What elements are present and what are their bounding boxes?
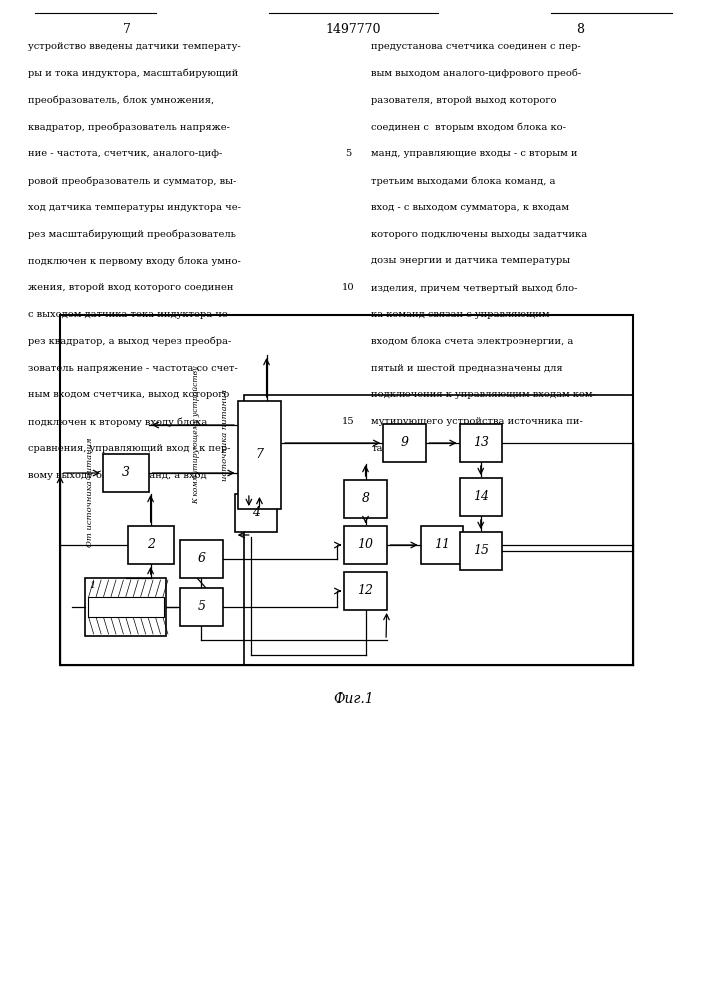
Text: подключен к второму входу блока: подключен к второму входу блока [28,417,208,427]
Text: жения, второй вход которого соединен: жения, второй вход которого соединен [28,283,234,292]
Bar [421,526,463,564]
Bar [460,424,502,462]
Text: ры и тока индуктора, масштабирующий: ры и тока индуктора, масштабирующий [28,69,239,78]
Text: 10: 10 [341,283,354,292]
Text: с выходом датчика тока индуктора че-: с выходом датчика тока индуктора че- [28,310,231,319]
Text: третьим выходами блока команд, а: третьим выходами блока команд, а [371,176,556,186]
Text: 7: 7 [255,448,264,462]
Text: вход - с выходом сумматора, к входам: вход - с выходом сумматора, к входам [371,203,569,212]
Text: мутирующего устройства источника пи-: мутирующего устройства источника пи- [371,417,583,426]
Bar [127,526,173,564]
Text: ровой преобразователь и сумматор, вы-: ровой преобразователь и сумматор, вы- [28,176,237,186]
Bar [344,572,387,610]
Text: зователь напряжение - частота со счет-: зователь напряжение - частота со счет- [28,364,238,373]
Text: ным входом счетчика, выход которого: ным входом счетчика, выход которого [28,390,230,399]
Text: 8: 8 [361,492,370,506]
Text: ход датчика температуры индуктора че-: ход датчика температуры индуктора че- [28,203,241,212]
Text: которого подключены выходы задатчика: которого подключены выходы задатчика [371,230,588,239]
Text: 11: 11 [434,538,450,552]
Text: рез масштабирующий преобразователь: рез масштабирующий преобразователь [28,230,236,239]
Text: подключения к управляющим входам ком-: подключения к управляющим входам ком- [371,390,596,399]
Bar [180,588,223,626]
Text: входом блока счета электроэнергии, а: входом блока счета электроэнергии, а [371,337,573,346]
Text: 7: 7 [123,23,132,36]
Text: квадратор, преобразователь напряже-: квадратор, преобразователь напряже- [28,122,230,132]
Text: 13: 13 [473,436,489,450]
Text: 10: 10 [358,538,373,552]
Text: 8: 8 [575,23,584,36]
Text: От источника питания: От источника питания [86,437,95,547]
Text: дозы энергии и датчика температуры: дозы энергии и датчика температуры [371,256,571,265]
Text: 5: 5 [345,149,351,158]
Text: вым выходом аналого-цифрового преоб-: вым выходом аналого-цифрового преоб- [371,69,581,78]
Text: сравнения, управляющий вход - к пер-: сравнения, управляющий вход - к пер- [28,444,230,453]
Text: устройство введены датчики температу-: устройство введены датчики температу- [28,42,241,51]
Text: Фиг.1: Фиг.1 [333,692,374,706]
Text: 6: 6 [197,552,206,566]
Text: вому выходу блока команд, а вход: вому выходу блока команд, а вход [28,471,207,480]
Bar [244,395,633,665]
Text: подключен к первому входу блока умно-: подключен к первому входу блока умно- [28,256,241,266]
Text: соединен с  вторым входом блока ко-: соединен с вторым входом блока ко- [371,122,566,132]
Text: ка команд связан с управляющим: ка команд связан с управляющим [371,310,549,319]
Text: манд, управляющие входы - с вторым и: манд, управляющие входы - с вторым и [371,149,578,158]
Text: 14: 14 [473,490,489,504]
Text: преобразователь, блок умножения,: преобразователь, блок умножения, [28,96,214,105]
Text: 4: 4 [252,506,260,520]
Text: пятый и шестой предназначены для: пятый и шестой предназначены для [371,364,563,373]
Text: 3: 3 [122,466,130,480]
Text: 5: 5 [197,600,206,613]
Bar [88,597,164,617]
Text: ние - частота, счетчик, аналого-циф-: ние - частота, счетчик, аналого-циф- [28,149,223,158]
Bar [460,478,502,516]
Text: 9: 9 [400,436,409,450]
Text: рез квадратор, а выход через преобра-: рез квадратор, а выход через преобра- [28,337,232,346]
Text: тания.: тания. [371,444,405,453]
Text: 1497770: 1497770 [326,23,381,36]
Text: 12: 12 [358,584,373,597]
Bar [460,532,502,570]
Bar [103,454,148,492]
Text: 15: 15 [473,544,489,558]
Bar [180,540,223,578]
Bar [60,315,633,665]
Text: источника питания: источника питания [221,389,229,481]
Bar [383,424,426,462]
Bar [344,480,387,518]
Text: предустанова счетчика соединен с пер-: предустанова счетчика соединен с пер- [371,42,581,51]
Text: 15: 15 [341,417,354,426]
Text: К коммутирующему устройству: К коммутирующему устройству [192,366,201,504]
Bar [344,526,387,564]
Bar [85,578,167,636]
Text: 2: 2 [146,538,155,552]
Bar [235,494,277,532]
Bar [238,401,281,509]
Text: 1: 1 [89,581,95,590]
Text: изделия, причем четвертый выход бло-: изделия, причем четвертый выход бло- [371,283,578,293]
Text: разователя, второй выход которого: разователя, второй выход которого [371,96,556,105]
